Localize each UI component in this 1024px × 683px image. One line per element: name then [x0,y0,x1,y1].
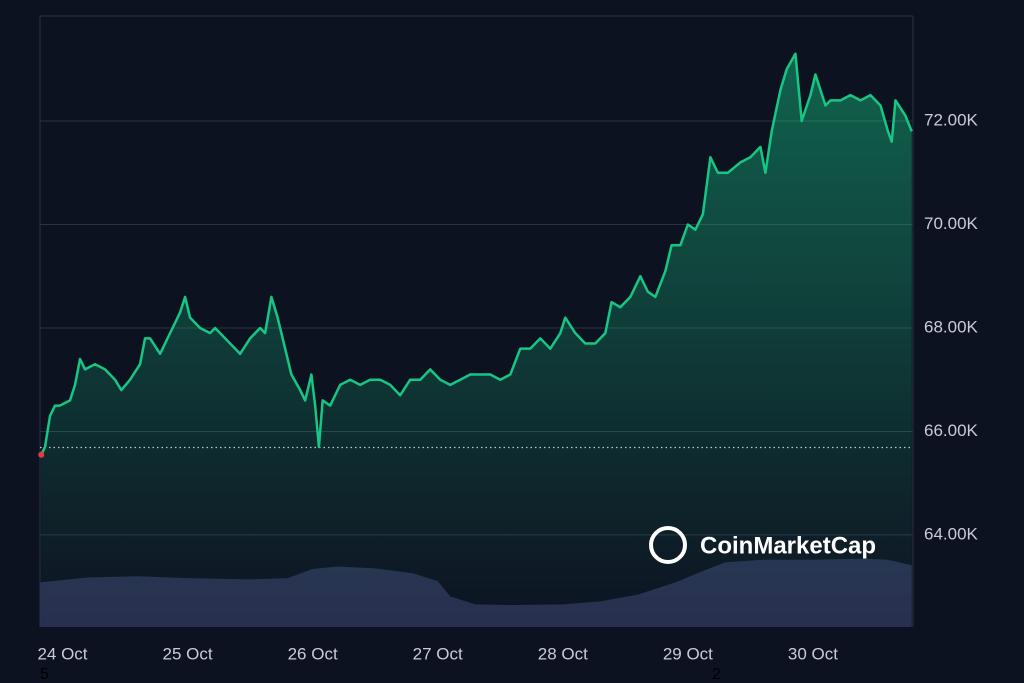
y-tick-label: 64.00K [924,524,979,543]
watermark-text: CoinMarketCap [700,532,876,559]
watermark-logo [649,526,687,564]
x-tick-label: 27 Oct [413,644,463,663]
annotation: 2 [712,666,721,683]
x-tick-label: 24 Oct [37,644,87,663]
x-tick-label: 26 Oct [288,644,338,663]
annotation: 5 [40,666,49,683]
price-line [40,52,913,456]
below-baseline-point [38,451,45,458]
y-tick-label: 72.00K [924,111,979,130]
price-area [41,53,912,627]
x-tick-label: 28 Oct [538,644,588,663]
x-tick-label: 30 Oct [788,644,838,663]
y-tick-label: 66.00K [924,421,979,440]
x-tick-label: 25 Oct [163,644,213,663]
y-tick-label: 70.00K [924,214,979,233]
y-tick-label: 68.00K [924,317,979,336]
x-tick-label: 29 Oct [663,644,713,663]
watermark: CoinMarketCap [649,526,876,564]
